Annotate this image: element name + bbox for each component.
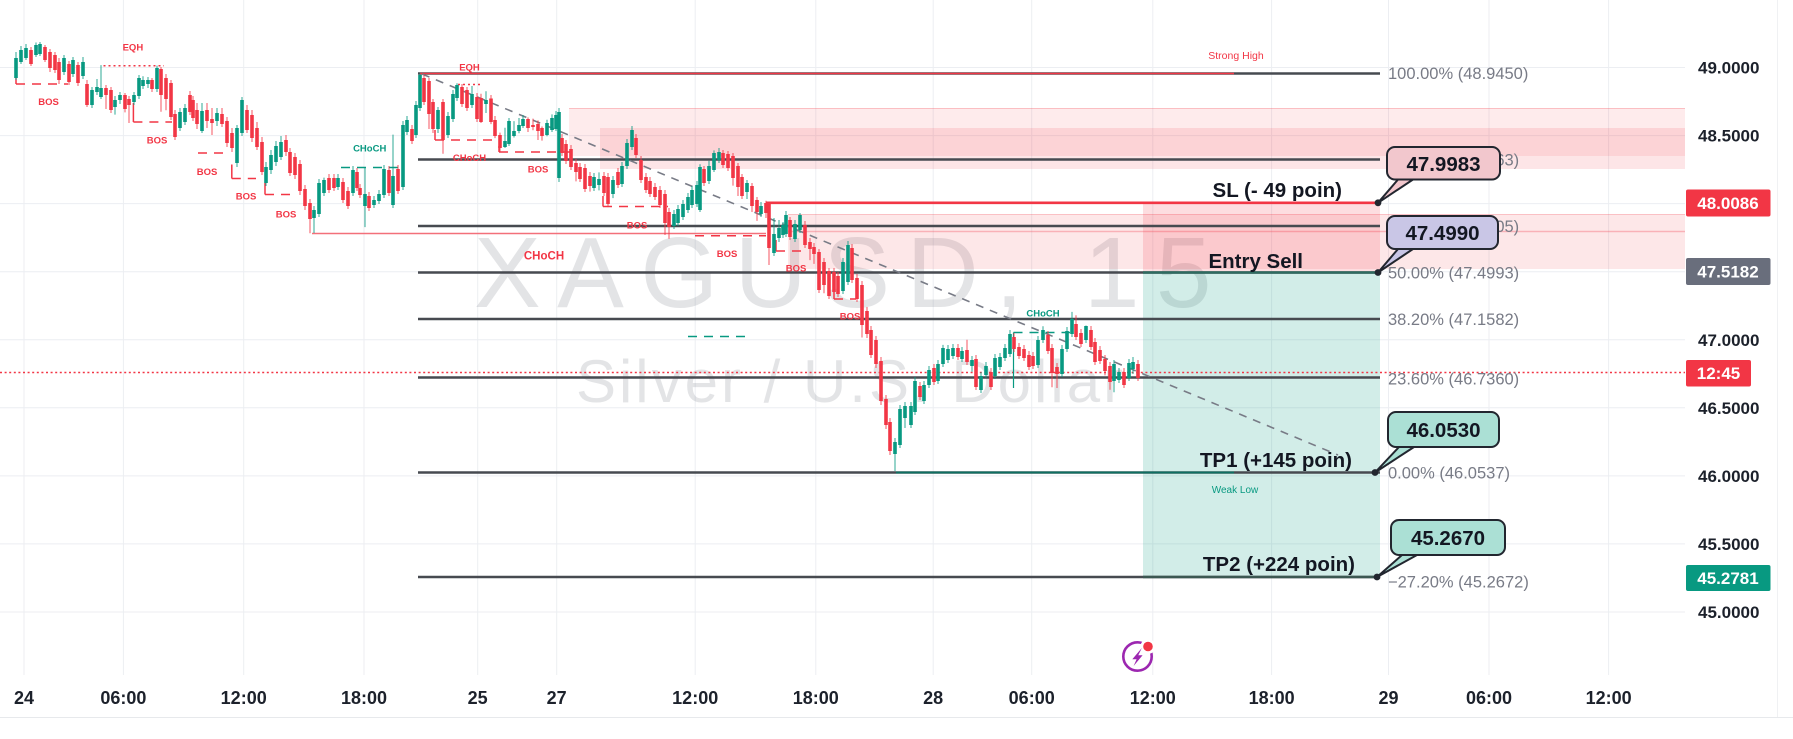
svg-text:CHoCH: CHoCH <box>353 144 386 155</box>
svg-text:BOS: BOS <box>147 136 168 147</box>
svg-text:18:00: 18:00 <box>793 688 839 708</box>
svg-text:47.5182: 47.5182 <box>1697 263 1758 282</box>
svg-text:45.2670: 45.2670 <box>1411 527 1485 550</box>
svg-text:−27.20% (45.2672): −27.20% (45.2672) <box>1388 574 1529 592</box>
svg-text:47.9983: 47.9983 <box>1406 153 1480 176</box>
svg-text:EQH: EQH <box>459 63 480 74</box>
svg-text:46.0530: 46.0530 <box>1406 419 1480 442</box>
svg-text:BOS: BOS <box>840 312 861 323</box>
svg-text:46.5000: 46.5000 <box>1698 399 1759 418</box>
svg-text:12:00: 12:00 <box>1130 688 1176 708</box>
svg-text:45.2781: 45.2781 <box>1697 569 1758 588</box>
svg-text:EQH: EQH <box>123 43 144 54</box>
svg-text:06:00: 06:00 <box>100 688 146 708</box>
svg-text:BOS: BOS <box>276 210 297 221</box>
svg-text:23.60% (46.7360): 23.60% (46.7360) <box>1388 371 1519 389</box>
svg-text:50.00% (47.4993): 50.00% (47.4993) <box>1388 265 1519 283</box>
svg-text:12:00: 12:00 <box>1586 688 1632 708</box>
svg-text:45.0000: 45.0000 <box>1698 603 1759 622</box>
svg-text:CHoCH: CHoCH <box>453 153 486 164</box>
svg-text:SL (- 49 poin): SL (- 49 poin) <box>1213 179 1342 202</box>
svg-text:27: 27 <box>547 688 567 708</box>
svg-text:BOS: BOS <box>786 264 807 275</box>
svg-text:Strong High: Strong High <box>1208 50 1264 62</box>
svg-text:12:00: 12:00 <box>221 688 267 708</box>
svg-text:Entry Sell: Entry Sell <box>1208 250 1303 273</box>
svg-text:BOS: BOS <box>717 249 738 260</box>
svg-text:12:45: 12:45 <box>1697 364 1740 383</box>
svg-text:12:00: 12:00 <box>672 688 718 708</box>
svg-text:BOS: BOS <box>197 167 218 178</box>
svg-text:38.20% (47.1582): 38.20% (47.1582) <box>1388 311 1519 329</box>
svg-text:06:00: 06:00 <box>1466 688 1512 708</box>
svg-text:CHoCH: CHoCH <box>1026 309 1059 320</box>
svg-text:100.00% (48.9450): 100.00% (48.9450) <box>1388 65 1528 83</box>
svg-text:18:00: 18:00 <box>341 688 387 708</box>
svg-text:BOS: BOS <box>528 165 549 176</box>
svg-text:0.00% (46.0537): 0.00% (46.0537) <box>1388 465 1510 483</box>
svg-text:BOS: BOS <box>236 192 257 203</box>
svg-text:TP2 (+224 poin): TP2 (+224 poin) <box>1203 553 1355 576</box>
svg-text:45.5000: 45.5000 <box>1698 535 1759 554</box>
svg-text:28: 28 <box>923 688 943 708</box>
svg-text:Weak Low: Weak Low <box>1212 485 1259 496</box>
svg-text:25: 25 <box>468 688 488 708</box>
svg-text:06:00: 06:00 <box>1009 688 1055 708</box>
svg-text:49.0000: 49.0000 <box>1698 59 1759 78</box>
svg-text:BOS: BOS <box>627 221 648 232</box>
svg-text:47.4990: 47.4990 <box>1405 222 1479 245</box>
svg-text:47.0000: 47.0000 <box>1698 331 1759 350</box>
svg-text:46.0000: 46.0000 <box>1698 467 1759 486</box>
svg-text:48.5000: 48.5000 <box>1698 127 1759 146</box>
svg-text:48.0086: 48.0086 <box>1697 194 1758 213</box>
svg-text:TP1 (+145 poin): TP1 (+145 poin) <box>1200 449 1352 472</box>
svg-text:29: 29 <box>1378 688 1398 708</box>
svg-text:CHoCH: CHoCH <box>524 251 564 263</box>
svg-text:BOS: BOS <box>38 97 59 108</box>
svg-text:Silver / U.S. Dollar: Silver / U.S. Dollar <box>576 348 1126 415</box>
svg-text:18:00: 18:00 <box>1249 688 1295 708</box>
svg-text:24: 24 <box>14 688 34 708</box>
